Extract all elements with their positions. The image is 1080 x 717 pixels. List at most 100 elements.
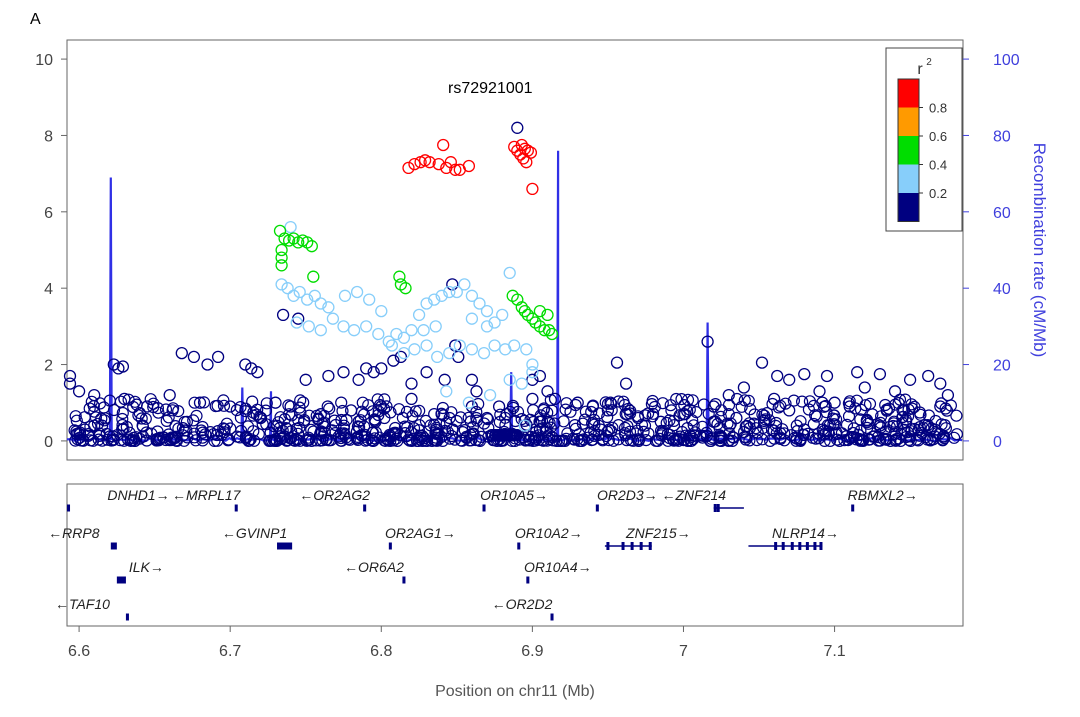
x-tick-label: 6.7	[219, 643, 241, 660]
snp-point	[654, 415, 667, 428]
snp-point	[892, 397, 905, 410]
x-axis-label: Position on chr11 (Mb)	[435, 683, 595, 700]
gene-exon	[648, 542, 652, 550]
snp-point	[594, 423, 608, 436]
snp-point	[922, 369, 935, 383]
gene-exon	[639, 542, 643, 550]
snp-point	[488, 339, 501, 352]
snp-point	[601, 397, 615, 410]
snp-point	[135, 412, 148, 425]
snp-point	[354, 414, 367, 427]
snp-point	[284, 220, 297, 234]
snp-point	[904, 434, 917, 447]
snp-point	[501, 429, 514, 442]
snp-point	[251, 403, 264, 416]
snp-point	[697, 398, 711, 411]
snp-point	[412, 434, 425, 447]
snp-point	[665, 404, 678, 417]
legend-label: 0.4	[929, 158, 947, 173]
snp-point	[309, 434, 323, 447]
snp-point	[260, 397, 273, 410]
snp-point	[63, 369, 77, 383]
gene-label: RBMXL2→	[848, 487, 918, 503]
plot-frame	[66, 39, 964, 461]
snp-point	[432, 157, 445, 171]
snp-point	[526, 366, 539, 379]
snp-point	[408, 157, 421, 171]
snp-point	[542, 324, 556, 337]
gene-label: ←GVINP1	[222, 525, 287, 541]
gene-body	[595, 504, 599, 512]
snp-point	[128, 434, 142, 447]
snp-point	[196, 426, 209, 439]
snp-point	[860, 414, 873, 427]
snp-point	[371, 393, 384, 406]
snp-point	[820, 369, 834, 383]
snp-point	[165, 433, 178, 447]
snp-point	[880, 404, 893, 417]
gene-mrpl17: ←MRPL17	[172, 487, 242, 512]
snp-point	[133, 407, 146, 420]
snp-point	[648, 400, 661, 414]
snp-point	[162, 411, 175, 424]
snp-point	[116, 360, 130, 373]
snp-point	[639, 409, 652, 422]
legend-title: r	[917, 61, 923, 78]
snp-point	[224, 400, 237, 413]
snp-point	[397, 331, 411, 344]
snp-point	[677, 434, 690, 447]
snp-point	[533, 423, 547, 436]
snp-point	[454, 411, 467, 424]
gene-body	[67, 504, 71, 512]
snp-point	[503, 373, 516, 386]
snp-point	[274, 411, 287, 424]
gene-body	[388, 542, 392, 550]
snp-point	[518, 419, 531, 432]
snp-point	[748, 408, 761, 421]
snp-point	[842, 410, 856, 423]
snp-point	[873, 419, 887, 432]
snp-point	[122, 393, 135, 406]
y-tick-label: 0	[44, 434, 53, 451]
snp-point	[231, 430, 244, 443]
snp-point	[254, 411, 267, 425]
gene-label: OR10A5→	[480, 487, 548, 503]
snp-point	[247, 409, 260, 422]
snp-point	[783, 373, 796, 386]
snp-point	[347, 324, 361, 337]
snp-point	[140, 400, 154, 413]
snp-point	[396, 411, 409, 424]
snp-point	[449, 163, 462, 176]
snp-point	[420, 366, 433, 379]
snp-point	[790, 419, 803, 432]
snp-point	[253, 410, 266, 423]
snp-point	[287, 289, 300, 302]
snp-point	[533, 304, 547, 318]
snp-point	[465, 343, 479, 356]
snp-point	[941, 388, 955, 402]
snp-point	[435, 430, 448, 443]
snp-point	[481, 413, 494, 426]
snp-point	[385, 339, 399, 352]
snp-point	[387, 434, 400, 447]
gene-body	[125, 613, 129, 621]
snp-point	[116, 418, 129, 432]
gene-label: OR2AG1→	[385, 525, 456, 541]
snp-point	[621, 402, 635, 416]
snp-point	[541, 385, 554, 398]
snp-point	[612, 433, 625, 446]
snp-point	[435, 408, 448, 421]
snp-point	[367, 366, 380, 379]
snp-point	[209, 400, 222, 413]
snp-point	[197, 396, 211, 409]
snp-point	[902, 403, 915, 416]
snp-point	[721, 417, 734, 430]
snp-point	[465, 289, 479, 302]
snp-point	[798, 423, 811, 436]
gene-body	[851, 504, 855, 512]
gene-exon	[630, 542, 634, 550]
gene-exon	[781, 542, 785, 550]
snp-point	[707, 400, 720, 413]
gene-body	[110, 542, 117, 550]
snp-point	[322, 301, 335, 314]
